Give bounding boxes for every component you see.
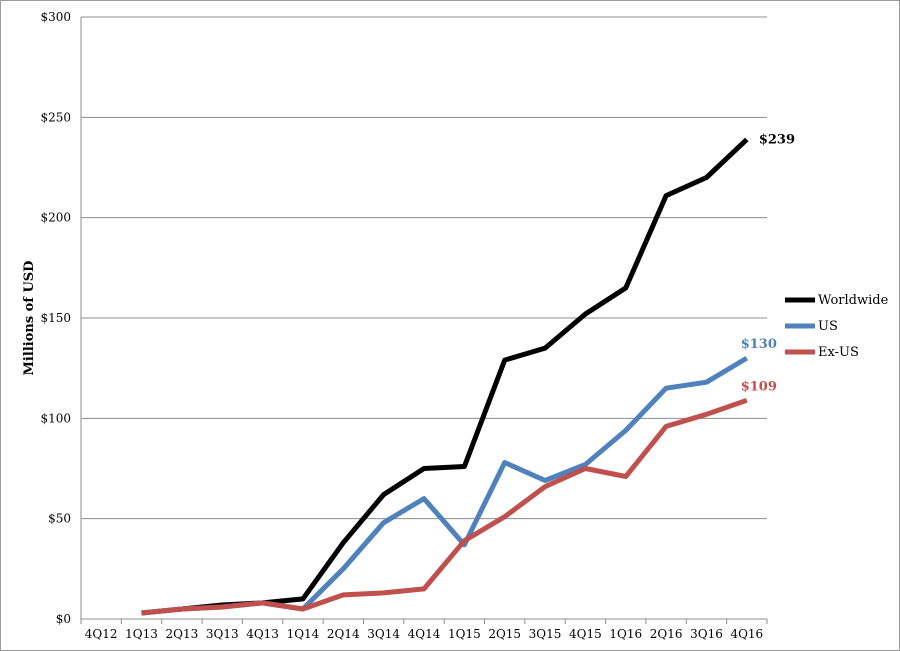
x-tick-label: 1Q15 <box>448 627 481 641</box>
y-tick-label: $300 <box>40 10 71 24</box>
x-tick-label: 4Q13 <box>246 627 279 641</box>
y-tick-label: $100 <box>40 411 71 425</box>
x-tick-label: 2Q14 <box>327 627 360 641</box>
legend-entry: Worldwide <box>818 293 889 308</box>
series-line-ex-us <box>141 397 748 616</box>
y-axis-label: Millions of USD <box>22 261 37 376</box>
series-lines <box>141 137 749 616</box>
x-tick-label: 4Q16 <box>730 627 763 641</box>
x-tick-label: 3Q13 <box>206 627 239 641</box>
x-tick-label: 2Q13 <box>166 627 199 641</box>
gridlines <box>81 16 767 520</box>
y-tick-labels: $0 $50 $100 $150 $200 $250 $300 <box>40 10 71 626</box>
x-tick-label: 4Q15 <box>569 627 602 641</box>
x-tick-label: 2Q15 <box>488 627 521 641</box>
x-tick-label: 3Q16 <box>690 627 723 641</box>
data-labels: $239 $130 $109 <box>741 132 795 394</box>
axes <box>80 17 768 624</box>
legend-entry: US <box>818 319 838 334</box>
y-tick-label: $150 <box>40 311 71 325</box>
y-tick-label: $200 <box>40 211 71 225</box>
y-tick-label: $50 <box>48 512 71 526</box>
x-tick-label: 1Q16 <box>609 627 642 641</box>
data-label-ex-us-end: $109 <box>741 379 777 394</box>
y-tick-label: $250 <box>40 110 71 124</box>
x-tick-labels: 4Q12 1Q13 2Q13 3Q13 4Q13 1Q14 2Q14 3Q14 4Q14 1Q15… <box>85 627 763 641</box>
data-label-worldwide-end: $239 <box>759 132 795 147</box>
x-tick-label: 4Q12 <box>85 627 118 641</box>
legend-entry: Ex-US <box>818 345 859 360</box>
x-tick-label: 3Q15 <box>529 627 562 641</box>
x-tick-label: 2Q16 <box>650 627 683 641</box>
x-tick-label: 4Q14 <box>408 627 441 641</box>
y-tick-label: $0 <box>56 612 71 626</box>
legend: Worldwide US Ex-US <box>785 293 889 360</box>
data-label-us-end: $130 <box>741 337 777 352</box>
x-tick-label: 1Q13 <box>125 627 158 641</box>
x-tick-label: 3Q14 <box>367 627 400 641</box>
series-line-worldwide <box>141 137 749 616</box>
series-line-us <box>141 355 749 616</box>
x-tick-label: 1Q14 <box>287 627 320 641</box>
